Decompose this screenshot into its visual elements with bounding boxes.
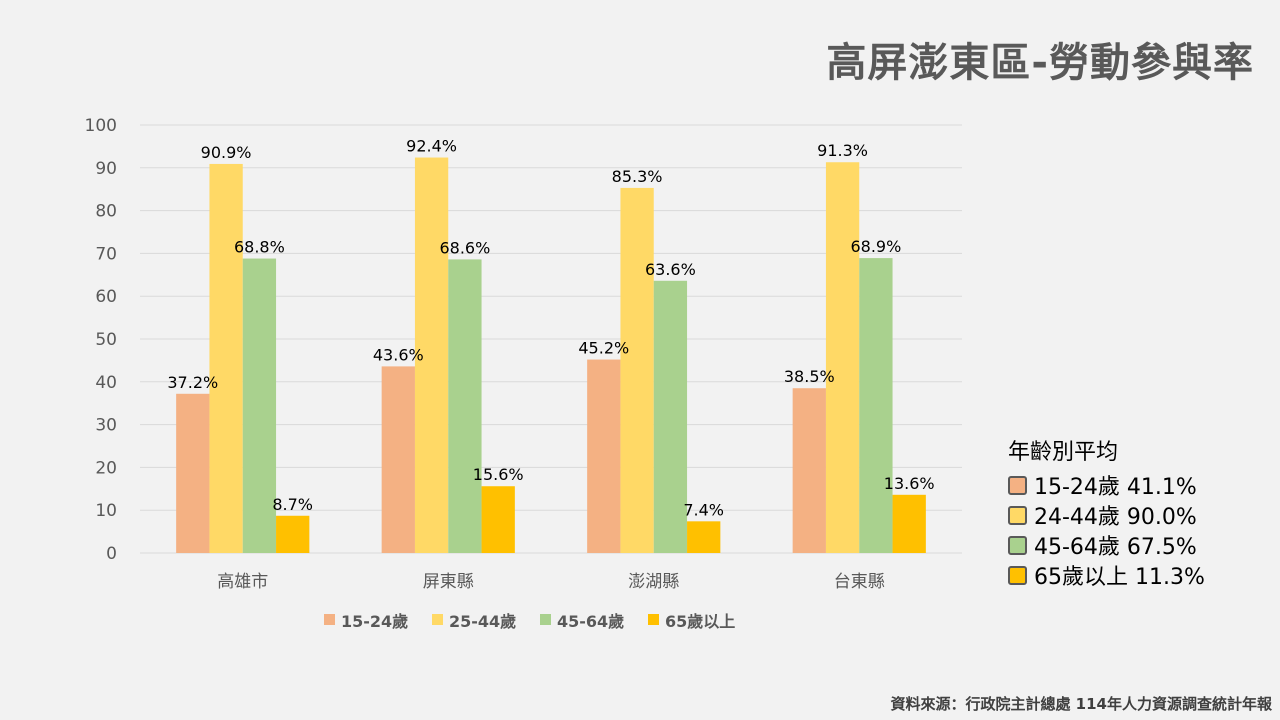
bar	[381, 366, 415, 553]
bar	[209, 163, 243, 553]
side-legend: 年齡別平均 15-24歲 41.1% 24-44歲 90.0% 45-64歲 6…	[1008, 434, 1205, 590]
bar	[892, 494, 926, 553]
bar	[825, 162, 860, 553]
bar-chart: 0 10 20 30 40 50 60 70 80 90 100 37.2% 90.9% 68.8% 8.…	[85, 116, 962, 631]
bar	[792, 388, 826, 553]
data-label: 90.9%	[201, 143, 252, 162]
side-legend-label: 24-44歲 90.0%	[1034, 505, 1197, 530]
page-title: 高屏澎東區-勞動參與率	[826, 40, 1254, 86]
legend-swatch	[432, 614, 443, 625]
y-tick-label: 20	[95, 458, 117, 478]
data-label: 15.6%	[473, 465, 524, 484]
x-tick-label: 屏東縣	[423, 572, 474, 592]
bar	[242, 258, 277, 553]
side-legend-label: 15-24歲 41.1%	[1034, 475, 1197, 500]
legend-label: 15-24歲	[341, 612, 408, 631]
side-legend-item: 15-24歲 41.1%	[1008, 470, 1205, 500]
data-label: 7.4%	[683, 500, 724, 519]
data-label: 45.2%	[578, 339, 629, 358]
legend-swatch	[1008, 505, 1027, 525]
side-legend-title: 年齡別平均	[1008, 440, 1119, 465]
y-tick-label: 40	[95, 373, 117, 393]
bar	[414, 157, 449, 553]
data-label: 91.3%	[817, 141, 868, 160]
bars	[176, 157, 926, 553]
bar	[481, 486, 515, 553]
data-label: 68.6%	[439, 238, 490, 257]
x-tick-label: 台東縣	[834, 572, 885, 592]
bar	[448, 259, 482, 553]
gridlines	[140, 124, 962, 554]
x-tick-label: 高雄市	[217, 572, 268, 592]
y-tick-label: 90	[95, 159, 117, 179]
side-legend-label: 45-64歲 67.5%	[1034, 535, 1197, 560]
legend-swatch	[1008, 535, 1027, 555]
data-label: 8.7%	[272, 495, 313, 514]
source-note: 資料來源：行政院主計總處 114年人力資源調查統計年報	[890, 695, 1272, 713]
data-label: 63.6%	[645, 260, 696, 279]
legend-label: 25-44歲	[449, 612, 516, 631]
side-legend-item: 45-64歲 67.5%	[1008, 530, 1205, 560]
bar	[620, 187, 654, 553]
x-axis-ticks: 高雄市 屏東縣 澎湖縣 台東縣	[217, 572, 885, 592]
y-tick-label: 80	[95, 202, 117, 222]
y-tick-label: 60	[95, 287, 117, 307]
data-labels: 37.2% 90.9% 68.8% 8.7% 43.6% 92.4% 68.6% 15.6% 4…	[167, 137, 934, 520]
side-legend-label: 65歲以上 11.3%	[1034, 565, 1205, 590]
legend-swatch	[1008, 475, 1027, 495]
side-legend-item: 24-44歲 90.0%	[1008, 500, 1205, 530]
bar	[176, 393, 210, 553]
legend-swatch	[648, 614, 659, 625]
y-tick-label: 0	[106, 544, 117, 564]
data-label: 68.8%	[234, 238, 285, 257]
chart-legend: 15-24歲 25-44歲 45-64歲 65歲以上	[324, 612, 735, 631]
y-tick-label: 30	[95, 416, 117, 436]
side-legend-item: 65歲以上 11.3%	[1008, 560, 1205, 590]
legend-label: 65歲以上	[665, 612, 735, 631]
data-label: 85.3%	[612, 167, 663, 186]
bar	[859, 258, 893, 553]
legend-swatch	[540, 614, 551, 625]
data-label: 43.6%	[373, 345, 424, 364]
legend-label: 45-64歲	[557, 612, 624, 631]
legend-swatch	[1008, 565, 1027, 585]
data-label: 38.5%	[784, 367, 835, 386]
data-label: 13.6%	[884, 474, 935, 493]
x-tick-label: 澎湖縣	[628, 572, 679, 592]
bar	[587, 359, 621, 553]
y-tick-label: 50	[95, 330, 117, 350]
data-label: 68.9%	[850, 237, 901, 256]
y-tick-label: 100	[85, 116, 117, 136]
data-label: 92.4%	[406, 137, 457, 156]
legend-swatch	[324, 614, 335, 625]
data-label: 37.2%	[167, 373, 218, 392]
bar	[653, 280, 688, 553]
bar	[687, 521, 721, 553]
y-tick-label: 70	[95, 244, 117, 264]
y-axis-ticks: 0 10 20 30 40 50 60 70 80 90 100	[85, 116, 117, 564]
bar	[276, 515, 310, 553]
y-tick-label: 10	[95, 501, 117, 521]
